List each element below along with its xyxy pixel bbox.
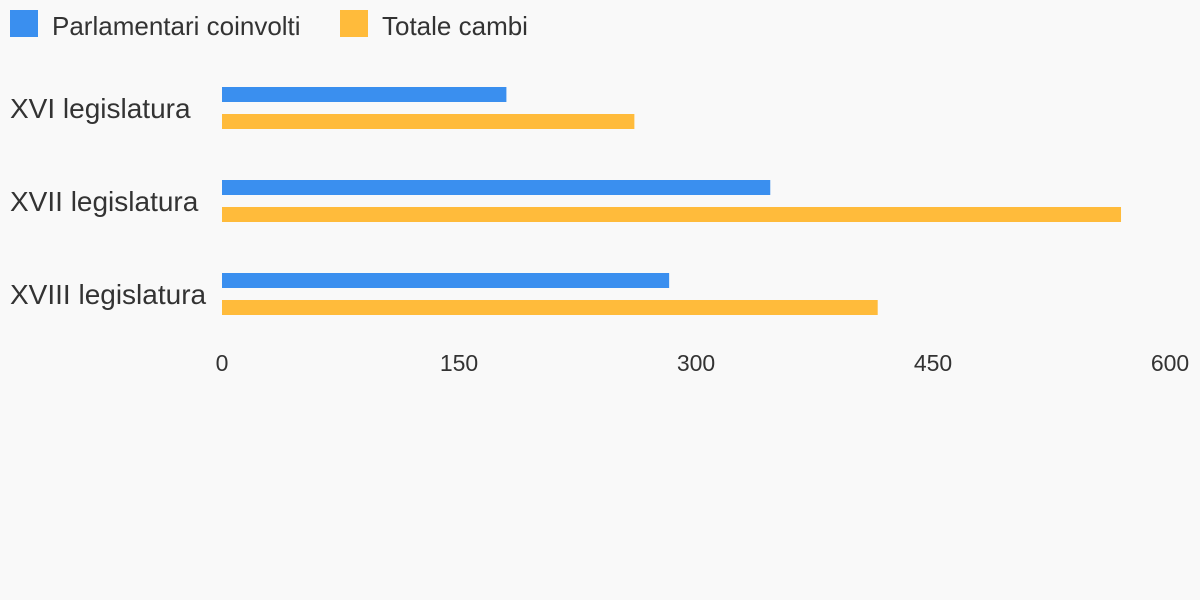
legend: Parlamentari coinvolti Totale cambi	[10, 10, 528, 41]
legend-label-1: Parlamentari coinvolti	[52, 11, 301, 41]
bar-parlamentari-1	[222, 87, 507, 102]
x-tick-label-2: 150	[440, 350, 478, 376]
x-tick-label-3: 300	[677, 350, 715, 376]
category-labels: XVI legislatura XVII legislatura XVIII leg…	[10, 93, 207, 310]
x-tick-label-1: 0	[216, 350, 229, 376]
category-label-3: XVIII legislatura	[10, 279, 207, 310]
legend-swatch-2	[340, 10, 368, 37]
x-tick-label-4: 450	[914, 350, 952, 376]
category-label-2: XVII legislatura	[10, 186, 199, 217]
x-axis: 0 150 300 450 600	[216, 350, 1190, 376]
x-tick-label-5: 600	[1151, 350, 1189, 376]
bars	[222, 87, 1122, 315]
bar-parlamentari-2	[222, 180, 771, 195]
bar-parlamentari-3	[222, 273, 670, 288]
legend-label-2: Totale cambi	[382, 11, 528, 41]
category-label-1: XVI legislatura	[10, 93, 191, 124]
legend-swatch-1	[10, 10, 38, 37]
bar-cambi-1	[222, 114, 635, 129]
bar-cambi-3	[222, 300, 878, 315]
bar-cambi-2	[222, 207, 1122, 222]
